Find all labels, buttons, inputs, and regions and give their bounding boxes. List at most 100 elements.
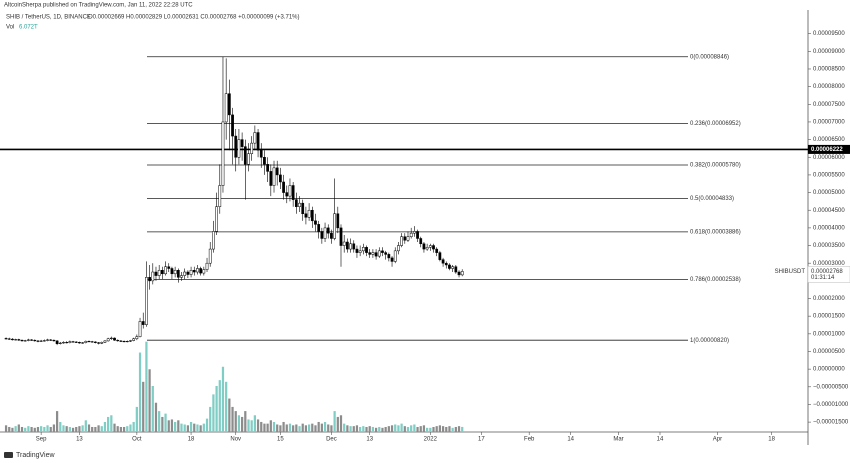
volume-bar	[122, 426, 126, 432]
ohlc: O0.00002669 H0.00002829 L0.00002631 C0.0…	[88, 15, 300, 21]
candle-body	[221, 121, 225, 186]
volume-bar	[441, 426, 445, 432]
candle-body	[17, 339, 21, 341]
volume-bar	[55, 411, 59, 432]
y-tick-label: 0.00000500	[813, 349, 845, 355]
candle-body	[263, 157, 266, 165]
candle-body	[288, 185, 292, 197]
volume-bar	[103, 421, 107, 432]
candle-body	[371, 252, 375, 255]
candle-body	[397, 245, 400, 252]
candle-body	[11, 338, 14, 341]
candle-body	[234, 135, 238, 158]
volume-bar	[164, 413, 167, 432]
volume-bar	[448, 426, 451, 432]
candle-body	[243, 146, 247, 165]
fib-label: 0.618(0.00003886)	[690, 229, 741, 235]
candle-body	[4, 338, 8, 340]
candle-body	[36, 340, 40, 342]
candle-body	[451, 266, 455, 269]
candle-body	[365, 247, 368, 253]
candle-body	[87, 340, 91, 343]
candle-body	[106, 338, 110, 342]
candle-body	[189, 270, 193, 275]
fib-label: 0(0.00008846)	[690, 54, 729, 60]
candle-body	[231, 114, 234, 137]
candle-body	[138, 321, 142, 337]
candle-body	[100, 342, 104, 344]
candle-body	[333, 213, 336, 239]
candle-body	[208, 248, 212, 264]
y-tick-label: 0.00006000	[813, 155, 845, 161]
candle-body	[361, 247, 365, 252]
volume-bar	[71, 427, 75, 432]
volume-bar	[20, 426, 24, 432]
x-tick-label: 18	[188, 437, 195, 443]
candle-body	[307, 209, 311, 218]
volume-bar	[457, 426, 461, 432]
volume-bar	[333, 411, 336, 432]
volume-bar	[240, 416, 244, 432]
volume-value: 6.072T	[19, 25, 38, 31]
volume-bar	[269, 420, 272, 432]
candle-body	[23, 340, 27, 342]
volume-bar	[304, 425, 308, 432]
candle-body	[58, 342, 62, 344]
candle-body	[157, 270, 161, 276]
volume-bar	[177, 420, 180, 432]
y-tick-label: 0.00001500	[813, 314, 845, 320]
candle-body	[196, 268, 199, 273]
volume-bar	[461, 426, 464, 432]
candle-body	[170, 268, 174, 275]
candle-body	[84, 340, 88, 343]
candle-body	[20, 339, 24, 342]
volume-bar	[148, 369, 151, 432]
candle-body	[49, 339, 53, 341]
candle-body	[227, 93, 231, 116]
volume-bar	[180, 423, 183, 432]
candle-body	[339, 227, 343, 246]
volume-bar	[346, 425, 349, 432]
y-tick-label: 0.00005000	[813, 190, 845, 196]
volume-bar	[215, 386, 218, 432]
volume-bar	[17, 424, 20, 432]
volume-bar	[247, 419, 250, 432]
candle-body	[103, 340, 107, 343]
volume-bar	[419, 426, 422, 432]
fib-label: 0.236(0.00006952)	[690, 121, 741, 127]
candle-body	[390, 257, 394, 262]
candle-body	[409, 232, 413, 237]
y-tick-label: −0.00000500	[813, 384, 849, 390]
candle-body	[374, 252, 378, 257]
candle-body	[237, 139, 241, 158]
volume-bar	[250, 420, 253, 432]
volume-bar	[253, 415, 256, 432]
candle-body	[400, 236, 403, 246]
volume-bar	[413, 424, 416, 432]
volume-bar	[266, 423, 269, 432]
volume-bar	[384, 426, 387, 432]
volume-bar	[132, 421, 135, 432]
candle-body	[132, 338, 136, 341]
volume-bar	[260, 421, 263, 432]
volume-bar	[154, 402, 158, 432]
volume-bar	[68, 426, 71, 432]
volume-bar	[221, 366, 225, 432]
candle-body	[285, 192, 289, 197]
candle-body	[432, 245, 435, 250]
candle-body	[68, 341, 72, 343]
volume-bar	[454, 426, 457, 432]
last-price-box	[807, 266, 850, 283]
volume-bar	[307, 424, 311, 432]
x-tick-label: 17	[478, 437, 485, 443]
volume-bar	[234, 411, 237, 432]
volume-bar	[349, 426, 352, 432]
candle-body	[259, 149, 263, 158]
y-tick-label: 0.00003500	[813, 243, 845, 249]
volume-bar	[205, 418, 209, 432]
price-line-box	[808, 144, 850, 154]
volume-bar	[24, 427, 27, 432]
candle-body	[368, 252, 372, 255]
y-tick-label: 0.00005500	[813, 172, 845, 178]
y-tick-label: 0.00001000	[813, 331, 845, 337]
